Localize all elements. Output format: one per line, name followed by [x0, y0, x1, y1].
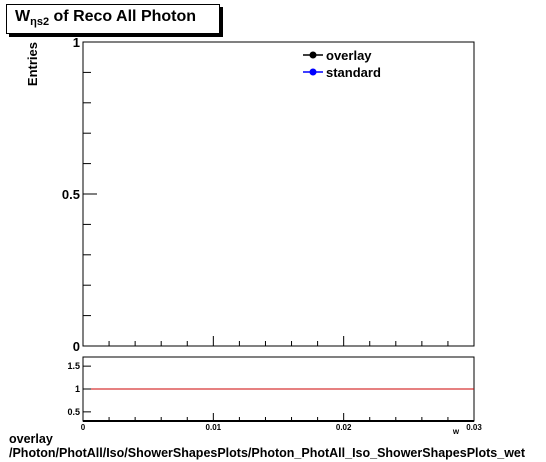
main-y-ticks: 00.51 [62, 35, 97, 354]
ratio-y-tick-label: 0.5 [67, 407, 80, 417]
ratio-x-tick-label: 0.03 [466, 423, 482, 432]
main-y-tick-label: 0.5 [62, 187, 80, 202]
title-subscript: ηs2 [30, 16, 50, 28]
ratio-x-tick-label: 0 [81, 423, 86, 432]
title-suffix: of Reco All Photon [49, 8, 197, 25]
chart-title-box: Wηs2 of Reco All Photon [6, 4, 220, 34]
chart-title: Wηs2 of Reco All Photon [15, 8, 197, 28]
main-plot-border [82, 41, 475, 347]
title-prefix: W [15, 8, 31, 25]
ratio-y-tick-label: 1.5 [67, 361, 80, 371]
ratio-x-tick-label: 0.02 [336, 423, 352, 432]
main-y-axis-label: Entries [25, 42, 40, 86]
legend-marker [309, 68, 317, 76]
main-y-tick-label: 1 [73, 35, 80, 50]
ratio-x-axis-label: w [452, 427, 460, 436]
ratio-x-tick-label: 0.01 [206, 423, 222, 432]
ratio-ticks: 0.5 1 1.5 0 0.01 0.02 0.03 w [67, 361, 482, 436]
legend: overlay standard [303, 48, 381, 80]
legend-marker [309, 51, 317, 59]
footer-label: overlay [9, 432, 53, 446]
legend-label: standard [326, 65, 381, 80]
legend-label: overlay [326, 48, 372, 63]
ratio-plot-frame [82, 356, 475, 422]
footer-path: /Photon/PhotAll/Iso/ShowerShapesPlots/Ph… [9, 446, 526, 460]
main-x-ticks [82, 336, 475, 346]
ratio-y-tick-label: 1 [75, 384, 80, 394]
main-y-tick-label: 0 [73, 339, 80, 354]
